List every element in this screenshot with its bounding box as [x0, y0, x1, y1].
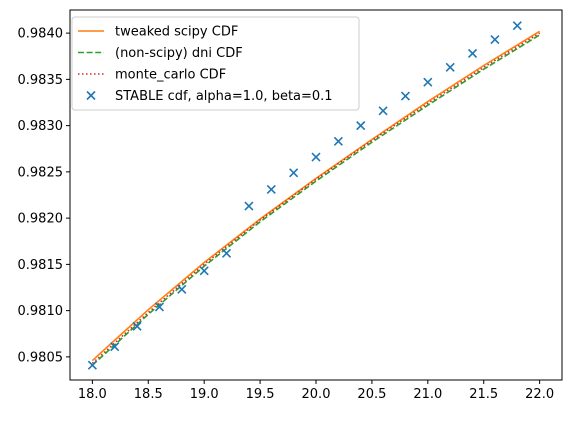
- y-tick-label: 0.9805: [18, 350, 64, 365]
- legend-label: (non-scipy) dni CDF: [115, 46, 243, 61]
- scatter-point: [333, 136, 343, 146]
- scatter-point: [244, 201, 254, 211]
- series-0: [91, 30, 541, 362]
- series-layer: [87, 21, 541, 370]
- y-tick-label: 0.9830: [18, 119, 64, 134]
- legend-label: tweaked scipy CDF: [115, 25, 238, 40]
- axes-layer: 18.0 18.5 19.0 19.5 20.0 20.5 21.0 21.5 22.0 0.98…: [18, 9, 563, 402]
- series-3: [87, 21, 522, 370]
- y-tick-label: 0.9835: [18, 73, 64, 88]
- scatter-point: [423, 77, 433, 87]
- legend: tweaked scipy CDF (non-scipy) dni CDF mont…: [71, 16, 360, 111]
- scatter-point: [154, 302, 165, 312]
- y-tick-label: 0.9810: [18, 304, 64, 319]
- legend-item: STABLE cdf, alpha=1.0, beta=0.1: [86, 89, 333, 104]
- scatter-point: [266, 184, 276, 195]
- y-tick-label: 0.9825: [18, 165, 64, 180]
- y-tick-label: 0.9820: [18, 212, 64, 227]
- y-tick-label: 0.9815: [18, 258, 64, 273]
- series-line-1: [91, 34, 541, 366]
- x-tick-label: 19.0: [190, 387, 219, 402]
- series-line-2: [91, 32, 541, 364]
- scatter-point: [177, 284, 187, 294]
- scatter-point: [199, 266, 209, 276]
- scatter-point: [467, 48, 478, 59]
- scatter-point: [445, 62, 455, 72]
- scatter-point: [400, 91, 411, 101]
- x-tick-label: 19.5: [246, 387, 275, 402]
- x-tick-label: 20.5: [357, 387, 386, 402]
- legend-item: monte_carlo CDF: [78, 68, 226, 83]
- scatter-point: [356, 121, 366, 131]
- x-tick-label: 18.5: [134, 387, 163, 402]
- legend-item: tweaked scipy CDF: [78, 25, 238, 40]
- legend-box: [71, 16, 360, 111]
- scatter-point: [512, 21, 522, 31]
- x-tick-label: 18.0: [78, 387, 107, 402]
- scatter-point: [490, 35, 500, 45]
- scatter-point: [132, 321, 142, 331]
- y-tick-label: 0.9840: [18, 27, 64, 42]
- scatter-point: [110, 342, 120, 352]
- x-tick-label: 21.5: [469, 387, 498, 402]
- x-tick-label: 20.0: [302, 387, 331, 402]
- x-tick-label: 22.0: [525, 387, 554, 402]
- legend-label: STABLE cdf, alpha=1.0, beta=0.1: [115, 89, 333, 104]
- series-2: [91, 32, 541, 364]
- scatter-point: [87, 360, 97, 370]
- x-tick-label: 21.0: [413, 387, 442, 402]
- scatter-point: [378, 106, 388, 116]
- series-1: [91, 34, 541, 366]
- legend-marker: [86, 90, 96, 101]
- scatter-point: [311, 152, 321, 162]
- scatter-point: [221, 248, 232, 258]
- legend-label: monte_carlo CDF: [115, 68, 226, 83]
- legend-item: (non-scipy) dni CDF: [78, 46, 243, 61]
- series-line-0: [91, 30, 541, 362]
- scatter-point: [289, 168, 299, 178]
